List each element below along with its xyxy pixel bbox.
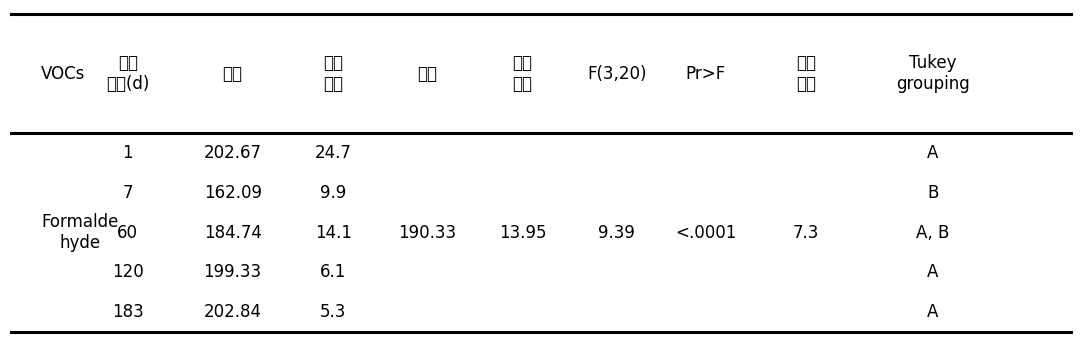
Text: 24.7: 24.7 (315, 144, 352, 162)
Text: 5.3: 5.3 (320, 303, 346, 321)
Text: F(3,20): F(3,20) (588, 64, 646, 83)
Text: A: A (927, 144, 938, 162)
Text: <.0001: <.0001 (675, 224, 736, 242)
Text: A: A (927, 263, 938, 282)
Text: B: B (927, 184, 938, 202)
Text: 평균: 평균 (418, 64, 437, 83)
Text: 경과
시간(d): 경과 시간(d) (106, 54, 149, 93)
Text: 60: 60 (117, 224, 138, 242)
Text: 7.3: 7.3 (793, 224, 819, 242)
Text: 190.33: 190.33 (398, 224, 457, 242)
Text: 14.1: 14.1 (315, 224, 352, 242)
Text: Tukey
grouping: Tukey grouping (896, 54, 969, 93)
Text: 184.74: 184.74 (203, 224, 262, 242)
Text: 표준
편차: 표준 편차 (324, 54, 343, 93)
Text: 183: 183 (111, 303, 144, 321)
Text: 202.67: 202.67 (203, 144, 262, 162)
Text: A, B: A, B (916, 224, 949, 242)
Text: 평균: 평균 (223, 64, 242, 83)
Text: 120: 120 (111, 263, 144, 282)
Text: 13.95: 13.95 (499, 224, 546, 242)
Text: 162.09: 162.09 (203, 184, 262, 202)
Text: Formalde
hyde: Formalde hyde (41, 213, 119, 252)
Text: 6.1: 6.1 (320, 263, 346, 282)
Text: 표준
편차: 표준 편차 (513, 54, 532, 93)
Text: 변이
계수: 변이 계수 (796, 54, 816, 93)
Text: 7: 7 (122, 184, 133, 202)
Text: Pr>F: Pr>F (685, 64, 726, 83)
Text: A: A (927, 303, 938, 321)
Text: 9.9: 9.9 (320, 184, 346, 202)
Text: VOCs: VOCs (41, 64, 85, 83)
Text: 199.33: 199.33 (203, 263, 262, 282)
Text: 202.84: 202.84 (203, 303, 262, 321)
Text: 9.39: 9.39 (598, 224, 635, 242)
Text: 1: 1 (122, 144, 133, 162)
